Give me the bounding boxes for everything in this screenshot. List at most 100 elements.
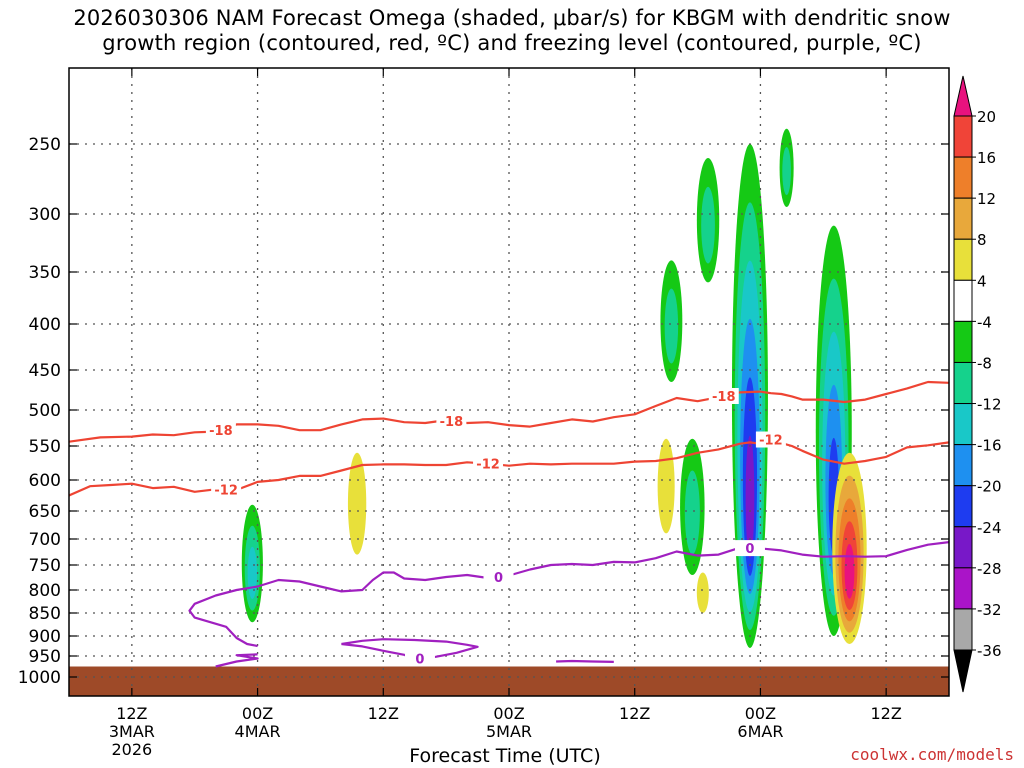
colorbar-bin-9: [953, 444, 973, 487]
contour-label-bg: [708, 388, 739, 404]
contour-label: -12: [214, 484, 238, 499]
chart-title-line-1: 2026030306 NAM Forecast Omega (shaded, μ…: [73, 6, 951, 30]
x-tick-label-78h-0: 12Z: [870, 704, 901, 723]
omega-blob-3-level--8: [684, 470, 700, 555]
contour-label-bg: [483, 568, 514, 585]
y-tick-label-250: 250: [29, 135, 61, 155]
contour-0: [69, 380, 949, 443]
omega-blob-2-level--8: [664, 288, 679, 364]
omega-shading: [69, 128, 949, 696]
contour-5: [556, 659, 614, 663]
colorbar-bin-10: [953, 485, 973, 528]
y-tick-label-550: 550: [29, 437, 61, 457]
colorbar-bin-3: [953, 197, 973, 240]
grid-lines: [69, 68, 949, 696]
x-axis-label: Forecast Time (UTC): [409, 745, 601, 767]
contour-label-bg: [404, 650, 435, 667]
y-tick-label-700: 700: [29, 530, 61, 550]
x-tick-label-30h-0: 12Z: [368, 704, 399, 723]
contour-label-bg: [205, 421, 236, 438]
omega-blob-4-level-4: [657, 438, 675, 534]
colorbar-bin-5: [953, 279, 973, 322]
y-tick-label-850: 850: [29, 604, 61, 624]
colorbar-label-20: 20: [977, 108, 996, 126]
x-tick-label-42h-1: 5MAR: [486, 722, 532, 741]
contour-label: -12: [476, 458, 500, 473]
colorbar-bin-2: [953, 156, 973, 199]
credit-text[interactable]: coolwx.com/models: [850, 745, 1014, 764]
omega-blob-1-level-4: [347, 452, 367, 555]
colorbar-label--16: -16: [977, 437, 1002, 455]
y-tick-label-450: 450: [29, 361, 61, 381]
contours: -18 -18 -18 -12 -12 -12 0 0 0: [69, 380, 949, 668]
chart-title-line-2: growth region (contoured, red, ºC) and f…: [102, 31, 922, 55]
contour-label-bg: [473, 455, 504, 472]
colorbar-bottom-triangle: [953, 649, 973, 693]
y-tick-label-350: 350: [29, 263, 61, 283]
x-tick-label-42h-0: 00Z: [493, 704, 524, 723]
colorbar-label--32: -32: [977, 601, 1002, 619]
colorbar-label--24: -24: [977, 519, 1002, 537]
colorbar-label--12: -12: [977, 396, 1002, 414]
colorbar-label--8: -8: [977, 354, 992, 372]
colorbar-top-triangle: [953, 75, 973, 117]
colorbar-label-4: 4: [977, 272, 987, 290]
y-tick-label-950: 950: [29, 647, 61, 667]
x-tick-label-6h-0: 12Z: [116, 704, 147, 723]
contour-label: 0: [494, 571, 503, 586]
colorbar-bin-11: [953, 526, 973, 569]
colorbar: 20 16 12 8 4 -4 -8 -12 -16 -20 -24 -28 -32 -36: [953, 75, 1002, 693]
x-tick-label-6h-2: 2026: [111, 740, 152, 759]
contour-label: -18: [209, 424, 233, 439]
colorbar-label-16: 16: [977, 149, 996, 167]
omega-blob-10-level-20: [844, 544, 855, 599]
colorbar-bin-13: [953, 608, 973, 651]
x-tick-label-6h-1: 3MAR: [109, 722, 155, 741]
y-tick-label-900: 900: [29, 627, 61, 647]
contour-3: [341, 638, 479, 660]
contour-label: 0: [415, 652, 424, 667]
colorbar-bin-8: [953, 403, 973, 446]
y-tick-label-750: 750: [29, 556, 61, 576]
y-tick-label-650: 650: [29, 502, 61, 522]
contour-label: 0: [745, 542, 754, 557]
colorbar-bin-4: [953, 238, 973, 281]
x-tick-label-54h-0: 12Z: [619, 704, 650, 723]
omega-blob-7-level--24: [745, 435, 755, 558]
x-tick-label-18h-0: 00Z: [242, 704, 273, 723]
colorbar-label--28: -28: [977, 560, 1002, 578]
colorbar-label--4: -4: [977, 313, 992, 331]
x-tick-label-18h-1: 4MAR: [235, 722, 281, 741]
omega-blob-0-level--12: [247, 546, 258, 599]
contour-label: -12: [759, 434, 783, 449]
contour-label-bg: [211, 481, 242, 498]
y-tick-label-300: 300: [29, 205, 61, 225]
colorbar-bin-12: [953, 567, 973, 610]
y-tick-label-400: 400: [29, 315, 61, 335]
x-tick-label-66h-0: 00Z: [745, 704, 776, 723]
omega-blob-6-level-4: [696, 572, 709, 613]
colorbar-bin-1: [953, 115, 973, 158]
contour-label: -18: [440, 415, 464, 430]
y-tick-label-1000: 1000: [18, 668, 61, 688]
contour-label-bg: [734, 540, 765, 557]
colorbar-label--20: -20: [977, 478, 1002, 496]
y-tick-label-600: 600: [29, 471, 61, 491]
x-tick-label-66h-1: 6MAR: [737, 722, 783, 741]
contour-label-bg: [436, 412, 467, 429]
omega-blob-5-level--8: [701, 186, 715, 264]
contour-label: -18: [712, 390, 736, 405]
colorbar-bin-6: [953, 320, 973, 363]
colorbar-label-12: 12: [977, 190, 996, 208]
omega-blob-8-level--8: [782, 146, 791, 196]
y-tick-label-500: 500: [29, 401, 61, 421]
contour-4: [215, 653, 259, 668]
y-axis: 250 300 350 400 450 500 550 600 650 700 750 800 850 9…: [18, 135, 949, 688]
colorbar-bin-7: [953, 361, 973, 405]
contour-label-bg: [755, 431, 786, 448]
colorbar-label-8: 8: [977, 231, 987, 249]
y-tick-label-800: 800: [29, 581, 61, 601]
colorbar-label--36: -36: [977, 642, 1002, 660]
